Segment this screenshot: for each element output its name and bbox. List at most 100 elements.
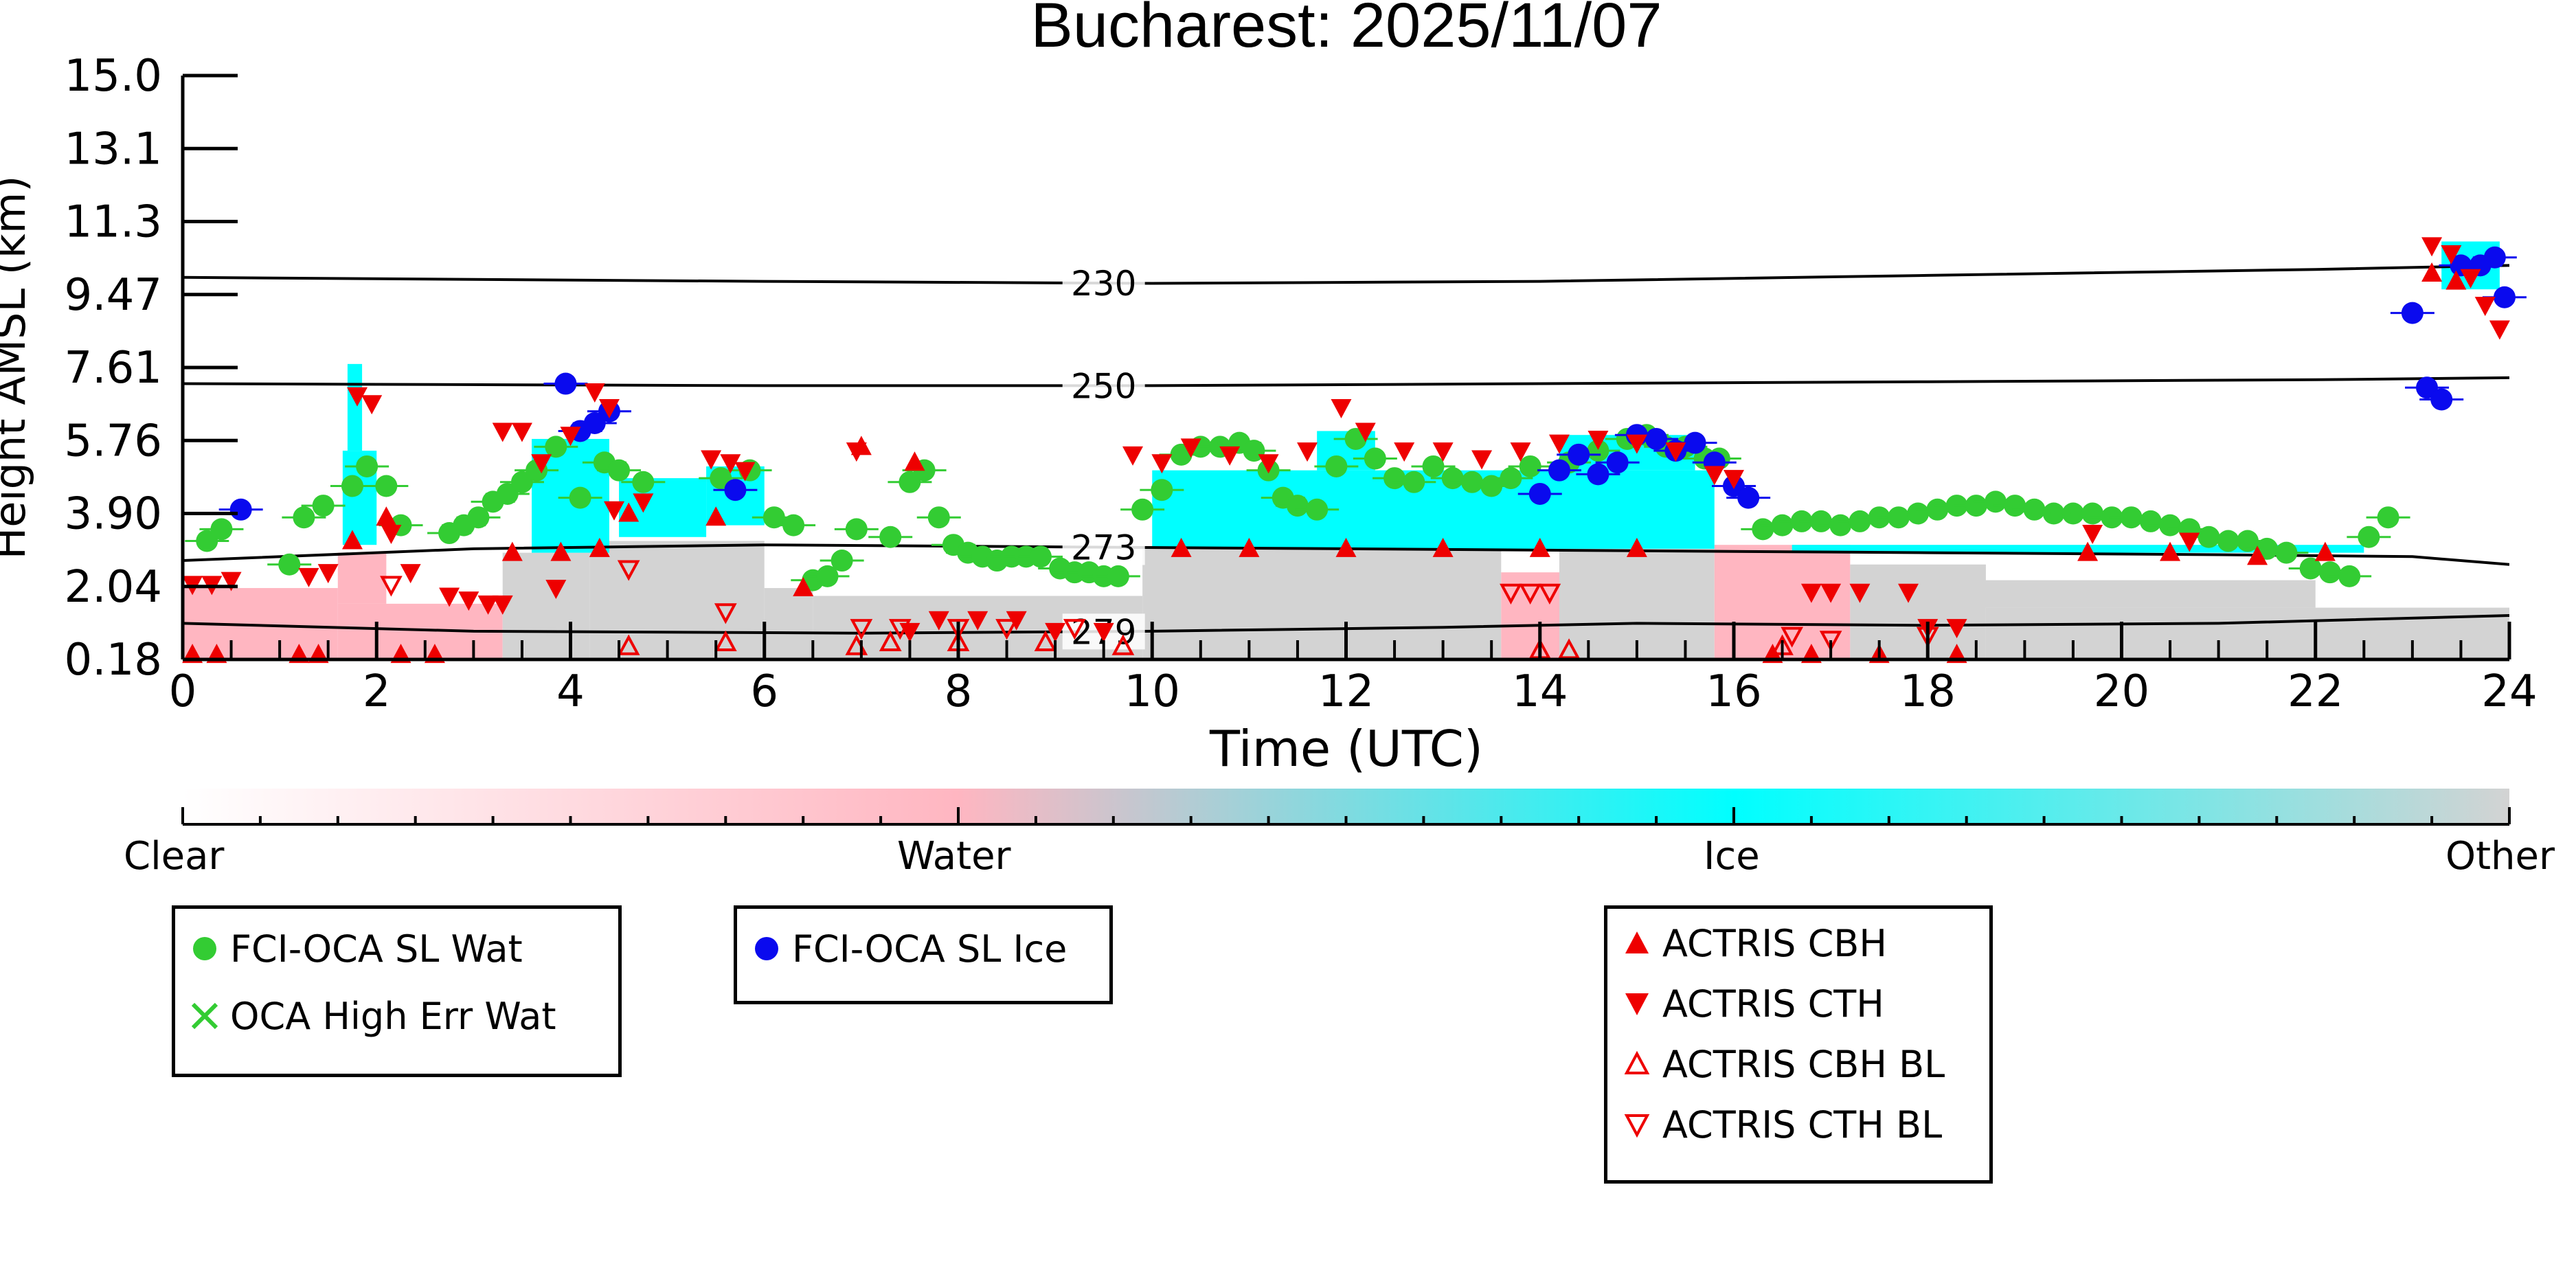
data-point xyxy=(734,462,756,482)
cloud-mask-region xyxy=(619,478,707,537)
data-point xyxy=(2179,532,2200,552)
cloud-mask-region xyxy=(1792,545,2364,553)
data-point xyxy=(1907,502,1930,525)
data-point xyxy=(589,537,610,557)
data-point xyxy=(584,383,605,403)
data-point xyxy=(1626,434,1647,454)
y-axis-label: Height AMSL (km) xyxy=(0,176,35,560)
x-tick-label: 12 xyxy=(1318,666,1374,717)
x-tick-label: 14 xyxy=(1512,666,1568,717)
y-tick-label: 7.61 xyxy=(65,343,163,394)
data-point xyxy=(1606,451,1629,474)
data-point xyxy=(2358,526,2380,548)
data-point xyxy=(2489,320,2510,340)
cloud-mask-region xyxy=(1850,564,1986,659)
data-point xyxy=(2275,541,2298,564)
data-point xyxy=(879,630,902,652)
data-point xyxy=(196,530,218,552)
legend-entry: FCI-OCA SL Ice xyxy=(749,927,1067,971)
data-point xyxy=(2441,245,2462,264)
isotherm-label: 230 xyxy=(1071,264,1136,304)
data-point xyxy=(511,422,532,442)
x-tick-label: 0 xyxy=(169,666,197,717)
data-point xyxy=(317,564,339,584)
legend-entry: FCI-OCA SL Wat xyxy=(188,927,523,971)
isotherm-label: 250 xyxy=(1071,366,1136,406)
data-point xyxy=(1500,467,1522,490)
x-tick-label: 4 xyxy=(556,666,585,717)
data-point xyxy=(1820,583,1842,603)
data-point xyxy=(928,611,949,631)
data-point xyxy=(2445,270,2467,290)
data-point xyxy=(793,577,814,597)
data-point xyxy=(850,619,873,640)
legend-entry: ACTRIS CTH BL xyxy=(1620,1103,1942,1146)
data-point xyxy=(1029,545,1052,568)
series-group xyxy=(380,560,1939,652)
data-point xyxy=(633,493,654,513)
data-point xyxy=(2483,246,2506,269)
data-point xyxy=(816,565,839,587)
data-point xyxy=(1331,399,1352,419)
x-tick-label: 18 xyxy=(1900,666,1956,717)
data-point xyxy=(2338,565,2361,587)
legend-label: OCA High Err Wat xyxy=(230,994,556,1038)
data-point xyxy=(720,454,741,474)
data-point xyxy=(1297,442,1318,462)
data-point xyxy=(1752,518,1774,541)
data-point xyxy=(1219,446,1241,466)
data-point xyxy=(477,595,499,615)
legend-label: ACTRIS CTH xyxy=(1662,982,1884,1026)
data-point xyxy=(1548,434,1570,454)
x-tick-label: 24 xyxy=(2481,666,2537,717)
data-point xyxy=(1325,455,1348,477)
y-tick-label: 3.90 xyxy=(65,489,163,540)
data-point xyxy=(2077,541,2099,561)
data-point xyxy=(1771,514,1794,536)
data-point xyxy=(1781,626,1804,648)
legend-entry: ACTRIS CTH xyxy=(1620,982,1884,1026)
data-point xyxy=(701,450,722,470)
data-point xyxy=(361,395,383,415)
legend-actris: ACTRIS CBH ACTRIS CTH ACTRIS CBH BL ACTR… xyxy=(1604,905,1993,1184)
isotherm-label-bg xyxy=(1062,265,1145,302)
data-point xyxy=(1819,631,1842,652)
data-point xyxy=(356,455,379,477)
data-point xyxy=(1519,455,1541,477)
data-point xyxy=(554,372,577,395)
y-tick-label: 9.47 xyxy=(65,270,163,321)
triangle-down-open-marker-icon xyxy=(1624,1114,1650,1138)
data-point xyxy=(1107,565,1129,587)
data-point xyxy=(1724,470,1744,490)
isotherm-line xyxy=(183,543,2509,566)
data-point xyxy=(583,411,606,434)
data-point xyxy=(1432,442,1454,462)
data-point xyxy=(492,595,513,615)
data-point xyxy=(229,498,252,521)
data-point xyxy=(845,518,868,541)
data-point xyxy=(1568,443,1590,466)
colorbar-label-ice: Ice xyxy=(1704,834,1760,879)
data-point xyxy=(2416,376,2439,399)
colorbar-label-other: Other xyxy=(2445,834,2555,879)
data-point xyxy=(278,553,301,576)
data-point xyxy=(312,495,335,517)
x-tick-label: 22 xyxy=(2287,666,2343,717)
cloud-mask-region xyxy=(347,363,363,451)
cloud-mask-region xyxy=(1152,470,1715,549)
circle-marker-icon xyxy=(755,937,778,960)
data-point xyxy=(347,387,368,407)
data-point xyxy=(1946,619,1967,639)
y-tick-label: 15.0 xyxy=(65,51,163,102)
triangle-up-open-marker-icon xyxy=(1624,1050,1650,1074)
data-point xyxy=(598,399,620,419)
data-point xyxy=(1335,537,1357,557)
y-tick-label: 11.3 xyxy=(65,197,163,248)
legend-label: FCI-OCA SL Wat xyxy=(230,927,523,971)
data-point xyxy=(1528,482,1551,505)
data-point xyxy=(496,482,519,505)
data-point xyxy=(2430,388,2453,411)
chart-title: Bucharest: 2025/11/07 xyxy=(1031,0,1662,60)
isotherm-label-bg xyxy=(1062,529,1145,565)
data-point xyxy=(1093,622,1114,642)
